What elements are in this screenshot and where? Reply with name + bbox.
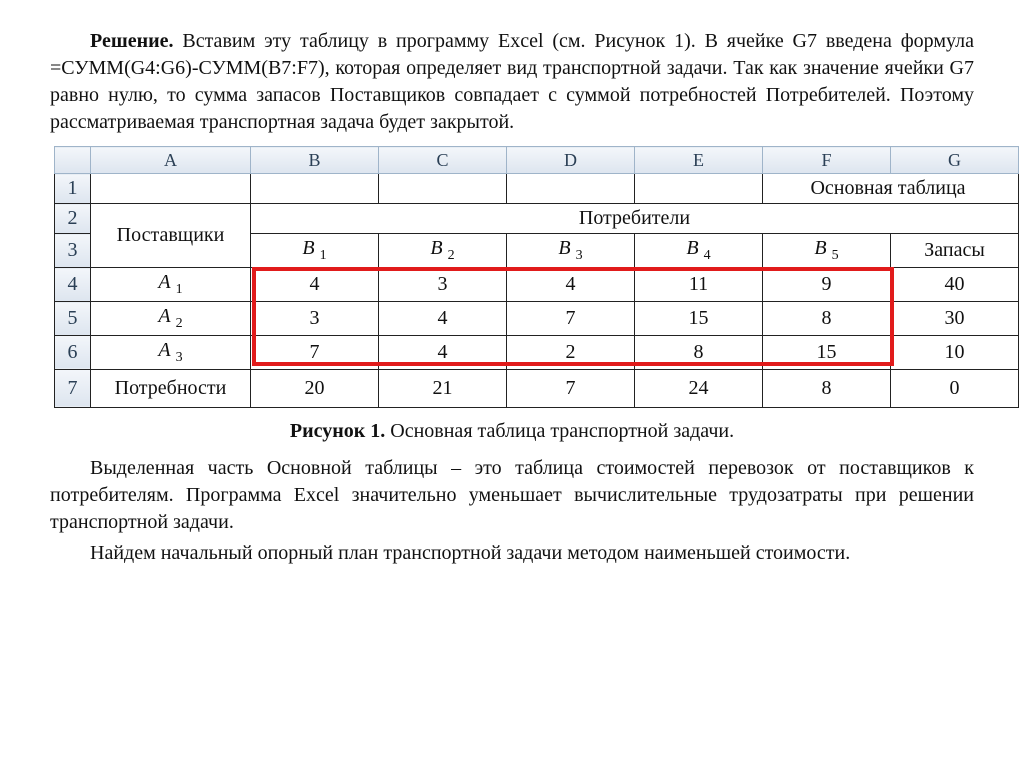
row-number: 6 — [55, 335, 91, 369]
col-letter: B — [251, 147, 379, 174]
cell-empty — [251, 174, 379, 204]
row-number: 2 — [55, 204, 91, 234]
outro-paragraph-2: Найдем начальный опорный план транспортн… — [50, 540, 974, 567]
table-row: 4 A 1 4 3 4 11 9 40 — [55, 268, 1019, 302]
cell-empty — [507, 174, 635, 204]
intro-paragraph: Решение. Вставим эту таблицу в программу… — [50, 28, 974, 136]
consumer-col-header: B 4 — [635, 234, 763, 268]
consumers-header: Потребители — [251, 204, 1019, 234]
row-number: 4 — [55, 268, 91, 302]
col-letter: F — [763, 147, 891, 174]
table-row: 6 A 3 7 4 2 8 15 10 — [55, 335, 1019, 369]
row-number: 7 — [55, 369, 91, 407]
supplier-label: A 1 — [91, 268, 251, 302]
cell-empty — [635, 174, 763, 204]
column-header-row: A B C D E F G — [55, 147, 1019, 174]
cost-cell: 7 — [507, 302, 635, 336]
need-cell: 8 — [763, 369, 891, 407]
cost-cell: 4 — [379, 302, 507, 336]
table-row: 1 Основная таблица — [55, 174, 1019, 204]
stock-cell: 40 — [891, 268, 1019, 302]
supplier-label: A 3 — [91, 335, 251, 369]
need-cell: 24 — [635, 369, 763, 407]
need-cell: 21 — [379, 369, 507, 407]
cost-cell: 4 — [251, 268, 379, 302]
col-letter: E — [635, 147, 763, 174]
caption-bold: Рисунок 1. — [290, 420, 385, 442]
cost-cell: 15 — [635, 302, 763, 336]
cost-cell: 15 — [763, 335, 891, 369]
row-number: 5 — [55, 302, 91, 336]
need-cell: 20 — [251, 369, 379, 407]
cost-cell: 3 — [379, 268, 507, 302]
cell-empty — [91, 174, 251, 204]
needs-label: Потребности — [91, 369, 251, 407]
stock-cell: 30 — [891, 302, 1019, 336]
supplier-label: A 2 — [91, 302, 251, 336]
row-number: 1 — [55, 174, 91, 204]
cost-cell: 8 — [763, 302, 891, 336]
need-cell: 7 — [507, 369, 635, 407]
cost-cell: 8 — [635, 335, 763, 369]
solution-label: Решение. — [90, 30, 174, 52]
balance-cell: 0 — [891, 369, 1019, 407]
cost-cell: 4 — [507, 268, 635, 302]
cost-cell: 9 — [763, 268, 891, 302]
spreadsheet-region: A B C D E F G 1 Основная таблица 2 Поста… — [54, 146, 970, 408]
col-letter: D — [507, 147, 635, 174]
consumer-col-header: B 2 — [379, 234, 507, 268]
intro-text: Вставим эту таблицу в программу Excel (с… — [50, 30, 974, 133]
col-letter: A — [91, 147, 251, 174]
stock-cell: 10 — [891, 335, 1019, 369]
table-row: 2 Поставщики Потребители — [55, 204, 1019, 234]
table-row: 7 Потребности 20 21 7 24 8 0 — [55, 369, 1019, 407]
figure-caption: Рисунок 1. Основная таблица транспортной… — [50, 418, 974, 445]
cost-cell: 4 — [379, 335, 507, 369]
cost-cell: 7 — [251, 335, 379, 369]
corner-cell — [55, 147, 91, 174]
cost-cell: 3 — [251, 302, 379, 336]
suppliers-header: Поставщики — [91, 204, 251, 268]
cost-cell: 2 — [507, 335, 635, 369]
col-letter: C — [379, 147, 507, 174]
spreadsheet-table: A B C D E F G 1 Основная таблица 2 Поста… — [54, 146, 1019, 408]
consumer-col-header: B 3 — [507, 234, 635, 268]
outro-paragraph-1: Выделенная часть Основной таблицы – это … — [50, 455, 974, 536]
stocks-header: Запасы — [891, 234, 1019, 268]
cell-empty — [379, 174, 507, 204]
caption-rest: Основная таблица транспортной задачи. — [385, 420, 734, 442]
row-number: 3 — [55, 234, 91, 268]
col-letter: G — [891, 147, 1019, 174]
table-title: Основная таблица — [763, 174, 1019, 204]
consumer-col-header: B 5 — [763, 234, 891, 268]
table-row: 5 A 2 3 4 7 15 8 30 — [55, 302, 1019, 336]
consumer-col-header: B 1 — [251, 234, 379, 268]
cost-cell: 11 — [635, 268, 763, 302]
